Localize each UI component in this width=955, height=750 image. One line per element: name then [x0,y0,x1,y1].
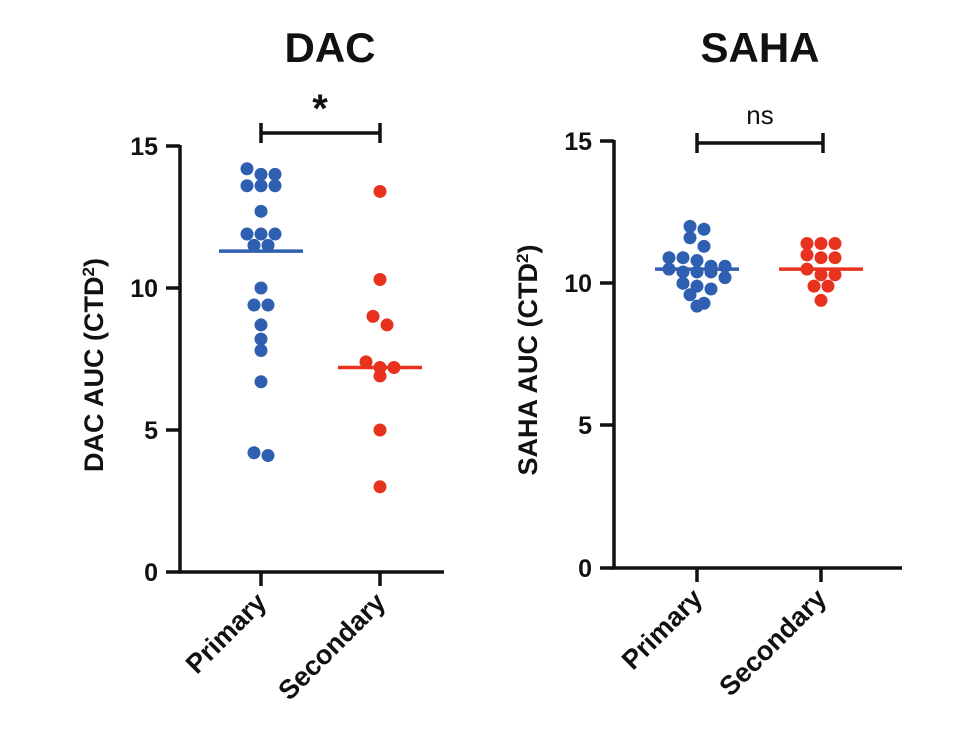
saha-secondary-point [814,236,828,250]
saha-primary-point [697,239,711,253]
dac-secondary-point [373,272,387,286]
saha-primary-point [676,251,690,265]
saha-y-axis-label: SAHA AUC (CTD2) [513,245,544,476]
saha-secondary-point [807,279,821,293]
dac-secondary-point [373,184,387,198]
dac-secondary-point [366,309,380,323]
saha-primary-point [718,271,732,285]
dac-xtick-label-primary: Primary [180,587,272,679]
saha-primary-point [690,254,704,268]
dac-primary-point [268,227,282,241]
saha-primary-point [683,288,697,302]
saha-secondary-point [800,236,814,250]
dac-primary-point [254,179,268,193]
saha-secondary-point [828,251,842,265]
dac-primary-point [254,227,268,241]
saha-y-ticks: 0 5 10 15 [564,128,614,583]
dac-primary-point [254,343,268,357]
saha-primary-point [662,251,676,265]
dac-primary-point [261,298,275,312]
dac-primary-point [247,446,261,460]
dac-primary-point [247,238,261,252]
dac-ytick-label: 5 [144,417,158,445]
saha-ytick-label: 0 [578,555,592,583]
dac-primary-point [254,281,268,295]
dac-primary-point [261,238,275,252]
dac-significance-label: * [312,87,328,131]
saha-primary-point [683,231,697,245]
dac-primary-point [240,162,254,176]
dac-significance-bracket [259,123,382,143]
saha-xtick-label-primary: Primary [616,583,708,675]
saha-primary-point [690,299,704,313]
saha-ytick-label: 10 [564,270,592,298]
dac-y-axis-label: DAC AUC (CTD2) [79,258,110,472]
dac-primary-point [268,167,282,181]
dac-primary-point [261,449,275,463]
saha-title: SAHA [700,24,819,71]
dac-ytick-label: 10 [130,275,158,303]
dac-data-points [219,162,422,494]
saha-xtick-label-secondary: Secondary [713,583,832,702]
dac-y-ticks: 0 5 10 15 [130,133,180,587]
saha-primary-point [697,222,711,236]
dac-primary-point [254,318,268,332]
dac-title: DAC [285,24,376,71]
dac-primary-point [254,332,268,346]
saha-secondary-point [828,236,842,250]
dac-secondary-point [373,369,387,383]
dac-primary-point [247,298,261,312]
dac-primary-point [254,167,268,181]
dac-secondary-point [373,480,387,494]
dac-secondary-point [373,423,387,437]
saha-secondary-point [814,293,828,307]
dac-secondary-point [380,318,394,332]
panel-saha: SAHA SAHA AUC (CTD2) 0 5 10 15 Primary S… [513,24,902,702]
saha-primary-point [704,282,718,296]
dac-primary-point [240,179,254,193]
saha-significance-bracket [695,133,825,153]
dac-ytick-label: 0 [144,559,158,587]
saha-secondary-point [828,268,842,282]
dac-primary-point [254,204,268,218]
saha-primary-point [683,219,697,233]
dac-ytick-label: 15 [130,133,158,161]
panel-dac: DAC DAC AUC (CTD2) 0 5 10 15 Primary Sec… [79,24,444,706]
dac-xtick-label-secondary: Secondary [272,587,391,706]
saha-secondary-point [814,251,828,265]
saha-ytick-label: 15 [564,128,592,156]
dac-primary-point [240,227,254,241]
saha-significance-label: ns [746,100,773,130]
saha-secondary-point [800,248,814,262]
saha-data-points [655,219,863,313]
dac-primary-point [254,375,268,389]
dac-secondary-point [359,355,373,369]
saha-primary-point [676,276,690,290]
saha-ytick-label: 5 [578,412,592,440]
saha-secondary-point [821,279,835,293]
dac-primary-point [268,179,282,193]
saha-secondary-point [814,268,828,282]
